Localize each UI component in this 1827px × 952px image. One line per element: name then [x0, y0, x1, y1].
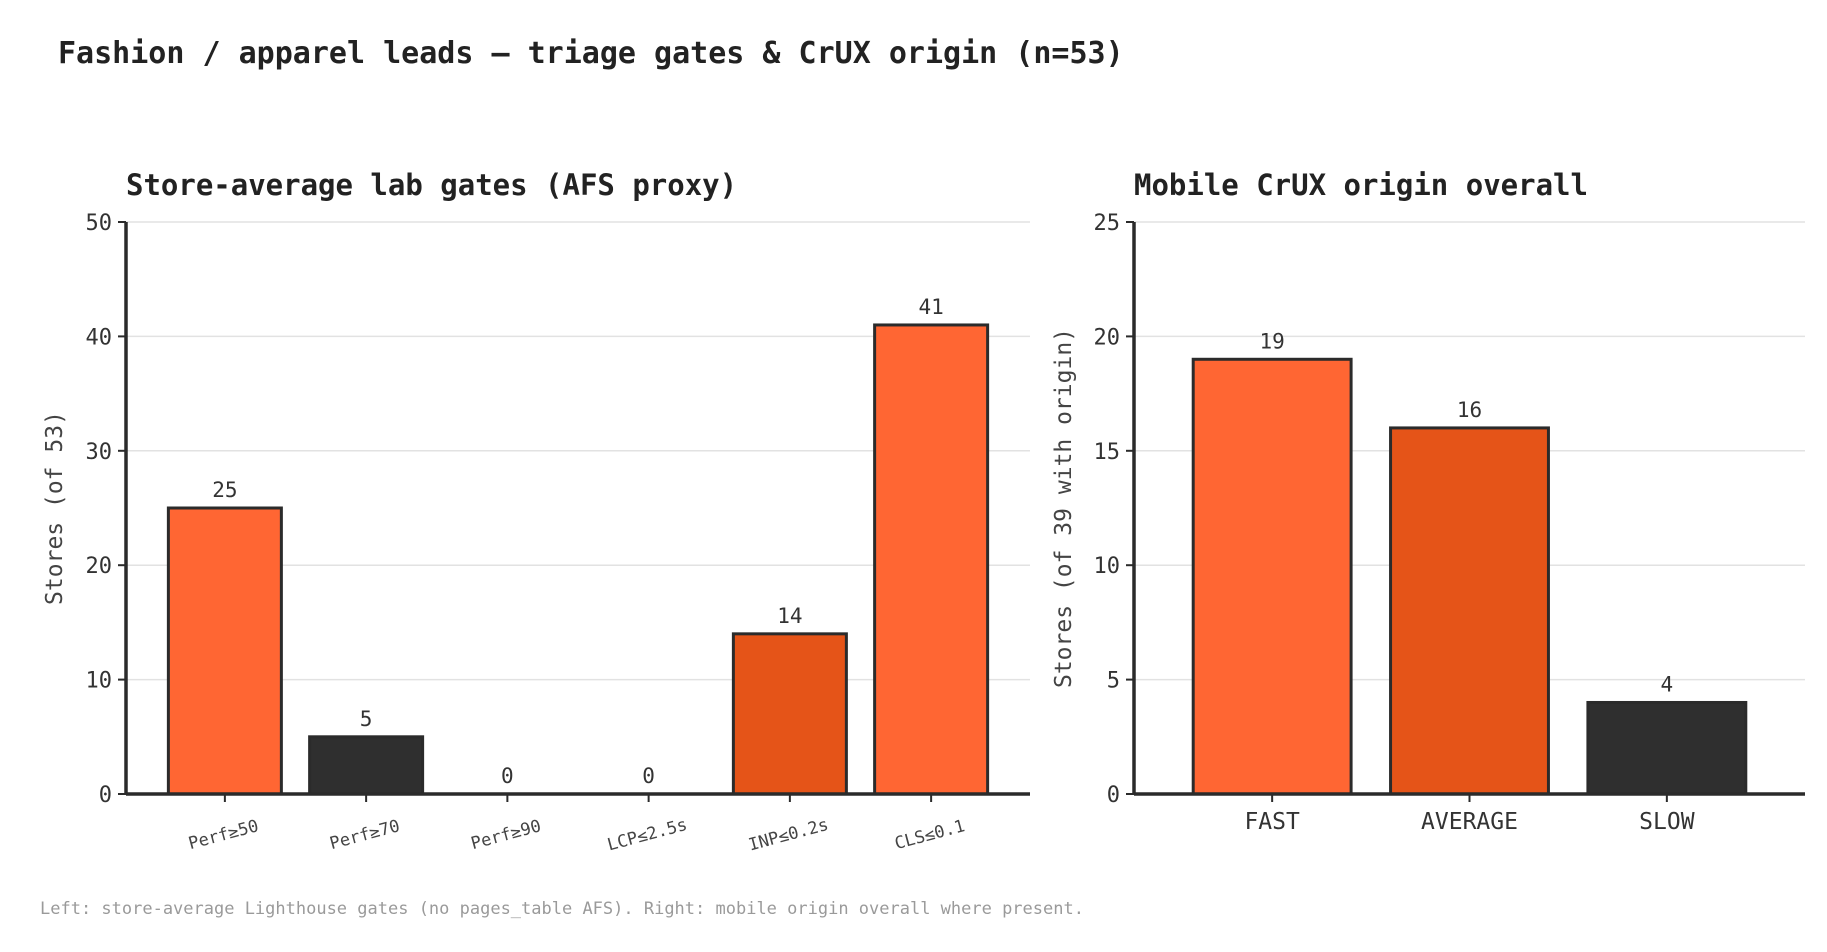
x-tick-label: Perf≥70: [328, 816, 402, 854]
bar-0-0: [166, 506, 283, 796]
y-tick-label: 20: [1094, 325, 1121, 350]
right-chart: Mobile CrUX origin overall 0 5 10 15 20 25 Stor…: [1051, 168, 1805, 835]
x-tick-label: SLOW: [1639, 809, 1695, 835]
y-tick-label: 15: [1094, 440, 1121, 465]
x-tick-label: LCP≤2.5s: [605, 815, 689, 856]
y-axis-label: Stores (of 39 with origin): [1051, 328, 1077, 688]
x-tick-label: AVERAGE: [1421, 809, 1518, 835]
value-label: 14: [777, 604, 802, 628]
x-tick-label: INP≤0.2s: [746, 815, 830, 856]
bar-0-5: [873, 323, 990, 796]
value-label: 16: [1457, 398, 1482, 422]
bar-1-0: [1191, 357, 1353, 796]
value-label: 4: [1661, 672, 1674, 696]
chart-title-1: Mobile CrUX origin overall: [1134, 168, 1588, 202]
value-label: 41: [918, 295, 943, 319]
chart-title-0: Store-average lab gates (AFS proxy): [126, 168, 737, 202]
y-tick-label: 5: [1107, 669, 1120, 694]
value-label: 0: [642, 764, 655, 788]
y-tick-label: 10: [86, 669, 113, 694]
y-tick-label: 30: [86, 440, 113, 465]
y-tick-label: 0: [99, 783, 112, 808]
bar-0-4: [731, 632, 848, 796]
footnote: Left: store-average Lighthouse gates (no…: [40, 899, 1084, 919]
y-tick-label: 40: [86, 325, 113, 350]
bar-1-2: [1586, 700, 1748, 796]
y-tick-label: 25: [1094, 211, 1121, 236]
y-axis-label: Stores (of 53): [42, 411, 68, 605]
bar-0-1: [308, 735, 425, 796]
x-tick-label: Perf≥90: [469, 816, 543, 854]
value-label: 25: [212, 478, 237, 502]
left-chart: Store-average lab gates (AFS proxy) 0 10 20…: [42, 168, 1030, 855]
value-label: 19: [1259, 329, 1284, 353]
y-tick-label: 10: [1094, 554, 1121, 579]
value-label: 0: [501, 764, 514, 788]
bar-1-1: [1389, 426, 1550, 796]
y-tick-label: 20: [86, 554, 113, 579]
x-tick-label: CLS≤0.1: [893, 816, 967, 854]
x-tick-label: FAST: [1244, 809, 1300, 835]
figure-title: Fashion / apparel leads — triage gates &…: [58, 36, 1124, 71]
x-tick-label: Perf≥50: [186, 816, 260, 854]
y-tick-label: 0: [1107, 783, 1120, 808]
y-tick-label: 50: [86, 211, 113, 236]
value-label: 5: [360, 707, 373, 731]
